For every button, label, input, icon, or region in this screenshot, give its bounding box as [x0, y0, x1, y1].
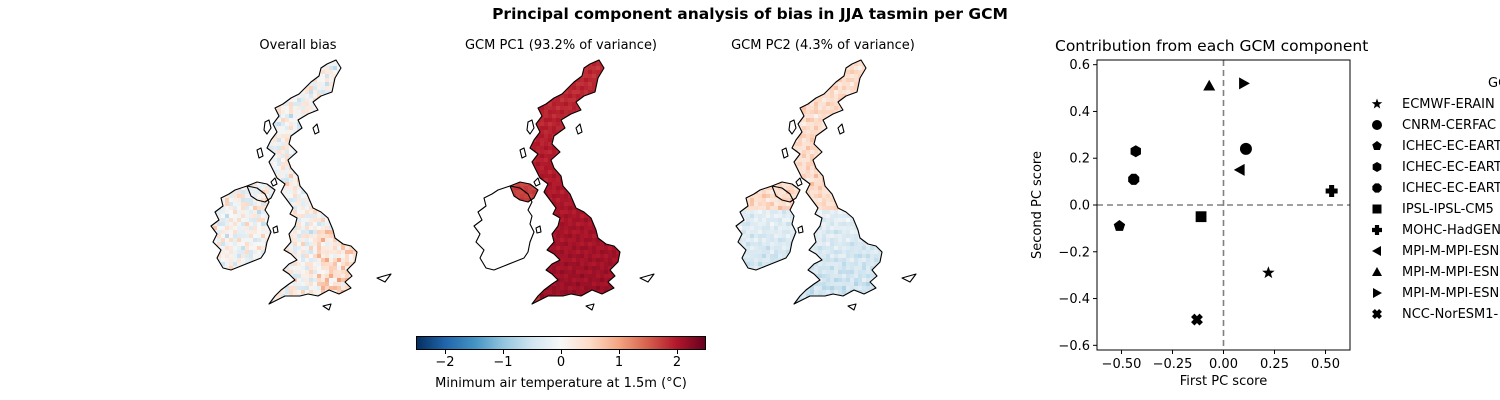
map-title-overall: Overall bias: [259, 38, 337, 53]
legend-label: CNRM-CERFAC: [1402, 117, 1497, 133]
y-tick-label: −0.2: [1058, 245, 1090, 260]
x-tick-label: 0.25: [1260, 357, 1289, 372]
colorbar-tick-label: 0: [556, 355, 566, 370]
legend-marker-triangle-left-icon: [1372, 246, 1381, 256]
colorbar-tick: [444, 350, 446, 354]
colorbar-label: Minimum air temperature at 1.5m (°C): [435, 376, 687, 391]
x-tick-label: −0.50: [1102, 357, 1142, 372]
data-point-pentagon: [1113, 220, 1126, 231]
colorbar-tick: [676, 350, 678, 354]
map-title-pc1: GCM PC1 (93.2% of variance): [464, 38, 658, 53]
y-tick-label: −0.4: [1058, 292, 1090, 307]
colorbar-tick: [502, 350, 504, 354]
x-tick-label: 0.50: [1311, 357, 1340, 372]
legend-marker-triangle-up-icon: [1372, 267, 1382, 276]
scatter-title: Contribution from each GCM component: [1055, 37, 1369, 55]
legend-marker-circle-icon: [1372, 120, 1382, 130]
legend-label: ICHEC-EC-EART: [1402, 180, 1500, 196]
legend-item: CNRM-CERFAC: [1368, 115, 1496, 135]
colorbar: [416, 336, 706, 350]
map-pc1: [473, 59, 655, 311]
legend-label: ICHEC-EC-EART: [1402, 159, 1500, 175]
x-tick-label: −0.25: [1153, 357, 1193, 372]
y-tick-label: 0.0: [1069, 199, 1090, 214]
data-point-octagon: [1128, 173, 1140, 185]
figure-title: Principal component analysis of bias in …: [492, 5, 1008, 23]
legend-marker-star-icon: [1371, 98, 1383, 109]
legend-item: ECMWF-ERAIN: [1368, 94, 1495, 114]
scatter-plot: −0.50 −0.25 0.00 0.25 0.50 −0.6 −0.4 −0.2 0.0 0.2…: [1030, 58, 1351, 389]
data-point-triangle-left: [1233, 163, 1245, 176]
y-tick-label: −0.6: [1058, 339, 1090, 354]
colorbar-tick: [560, 350, 562, 354]
legend-item: ICHEC-EC-EART: [1368, 157, 1500, 177]
legend-label: MOHC-HadGEN: [1402, 222, 1500, 238]
legend-marker-x-filled-icon: [1372, 309, 1382, 319]
data-point-star: [1262, 266, 1275, 279]
legend-marker-plus-icon: [1372, 225, 1382, 235]
y-tick-label: 0.4: [1069, 105, 1090, 120]
legend-label: ECMWF-ERAIN: [1402, 96, 1495, 112]
map-pc2: [735, 59, 917, 311]
legend-label: MPI-M-MPI-ESN: [1402, 285, 1500, 301]
legend-label: MPI-M-MPI-ESN: [1402, 243, 1500, 259]
legend-marker-square-icon: [1372, 204, 1382, 214]
x-axis-label: First PC score: [1180, 374, 1267, 389]
legend-title: GC: [1488, 76, 1500, 91]
data-point-triangle-right: [1239, 77, 1250, 90]
colorbar-tick-label: 1: [614, 355, 624, 370]
data-point-hexagon: [1130, 145, 1141, 158]
colorbar-tick-label: −2: [435, 355, 455, 370]
legend-label: NCC-NorESM1-: [1402, 306, 1499, 322]
colorbar-tick-label: 2: [672, 355, 682, 370]
legend-label: MPI-M-MPI-ESN: [1402, 264, 1500, 280]
map-title-pc2: GCM PC2 (4.3% of variance): [731, 38, 915, 53]
data-point-square: [1195, 211, 1207, 223]
y-tick-label: 0.2: [1069, 152, 1090, 167]
colorbar-tick: [618, 350, 620, 354]
legend-item: NCC-NorESM1-: [1368, 304, 1498, 324]
legend-marker-octagon-icon: [1372, 183, 1382, 193]
legend-item: MPI-M-MPI-ESN: [1368, 283, 1499, 303]
map-overall-bias: [210, 59, 392, 311]
legend-label: ICHEC-EC-EART: [1402, 138, 1500, 154]
legend-item: MPI-M-MPI-ESN: [1368, 241, 1499, 261]
y-axis-label: Second PC score: [1030, 151, 1045, 259]
legend-marker-pentagon-icon: [1372, 141, 1382, 151]
legend-item: MPI-M-MPI-ESN: [1368, 262, 1499, 282]
data-point-triangle-up: [1203, 79, 1216, 91]
data-point-plus: [1325, 184, 1338, 197]
data-point-x-filled: [1191, 313, 1203, 326]
legend-marker-hexagon-icon: [1372, 162, 1382, 172]
legend-marker-triangle-right-icon: [1373, 288, 1382, 298]
legend-item: MOHC-HadGEN: [1368, 220, 1500, 240]
legend-item: ICHEC-EC-EART: [1368, 136, 1500, 156]
data-point-circle: [1239, 142, 1252, 155]
colorbar-tick-label: −1: [493, 355, 513, 370]
y-tick-label: 0.6: [1069, 58, 1090, 73]
x-tick-label: 0.00: [1209, 357, 1238, 372]
legend-item: IPSL-IPSL-CM5: [1368, 199, 1494, 219]
legend-item: ICHEC-EC-EART: [1368, 178, 1500, 198]
legend-label: IPSL-IPSL-CM5: [1402, 201, 1494, 217]
